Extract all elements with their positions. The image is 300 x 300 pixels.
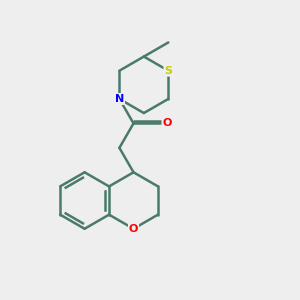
Text: O: O: [129, 224, 138, 234]
Text: O: O: [162, 118, 172, 128]
Text: S: S: [164, 66, 172, 76]
Text: N: N: [115, 94, 124, 104]
Text: N: N: [115, 94, 124, 104]
